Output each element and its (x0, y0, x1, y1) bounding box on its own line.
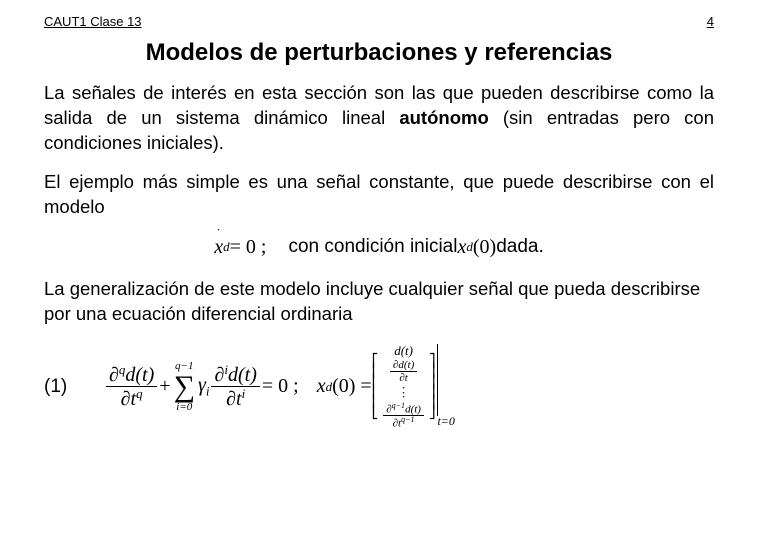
paragraph-3: La generalización de este modelo incluye… (44, 277, 714, 327)
sigma-icon: ∑ (174, 372, 195, 402)
eq1-body: ˙ x d = 0 ; con condición inicial xd(0) … (214, 236, 544, 259)
equation-1: ˙ x d = 0 ; con condición inicial xd(0) … (44, 236, 714, 259)
bracket-right-icon: ⎤⎥⎥⎥⎥⎦ (429, 356, 436, 417)
eq2-xd0-arg: (0) = (332, 375, 372, 398)
eq2-body: ∂qd(t) ∂tq + q−1 ∑ i=0 γi ∂id(t) (104, 343, 455, 431)
vec-e2-num: ∂d(t) (390, 359, 417, 371)
paragraph-1: La señales de interés en esta sección so… (44, 81, 714, 156)
sum-bot: i=0 (176, 402, 192, 413)
page-header: CAUT1 Clase 13 4 (44, 14, 714, 31)
vec-e4: ∂q−1d(t) ∂tq−1 (383, 402, 424, 430)
eq2-f1d-a: ∂t (121, 388, 136, 410)
eq2-gamma-sub: i (206, 383, 210, 398)
eq2-eq0: = 0 ; (262, 375, 299, 398)
vdots-icon: ··· (401, 386, 405, 400)
eq2-f2d-a: ∂t (226, 388, 241, 410)
eq2-f2n-a: ∂ (214, 364, 224, 386)
eq1-eq0: = 0 ; (230, 236, 267, 259)
vector-entries: d(t) ∂d(t) ∂t ··· ∂q−1d(t) (378, 343, 429, 431)
eq2-f1n-b: d(t) (125, 364, 154, 386)
page-title: Modelos de perturbaciones y referencias (44, 39, 714, 67)
eq2-f1n-a: ∂ (109, 364, 119, 386)
vec-e4-nb: d(t) (405, 403, 421, 415)
header-right: 4 (707, 14, 714, 29)
equation-2: (1) ∂qd(t) ∂tq + q−1 ∑ i=0 γi (44, 343, 714, 431)
vertical-bar-icon (437, 344, 438, 416)
eq1-xd0-arg: (0) (473, 236, 496, 259)
sum-operator: q−1 ∑ i=0 (174, 361, 195, 413)
paragraph-2: El ejemplo más simple es una señal const… (44, 170, 714, 220)
vec-e4-ne: q−1 (392, 401, 405, 410)
eval-bar: t=0 (437, 344, 454, 429)
eq2-gamma: γ (198, 374, 206, 396)
dot-accent: ˙ (216, 227, 221, 243)
column-vector: ⎡⎢⎢⎢⎢⎣ d(t) ∂d(t) ∂t ··· (372, 343, 455, 431)
eq2-f2n-b: d(t) (228, 364, 257, 386)
eq2-label: (1) (44, 376, 104, 398)
eq1-dada: dada. (496, 236, 544, 258)
vec-e1: d(t) (394, 344, 413, 357)
eq1-cond: con condición inicial (288, 236, 457, 258)
eq2-f1d-q: q (136, 386, 143, 401)
eval-label: t=0 (437, 414, 454, 429)
eq2-f2d-i: i (242, 386, 246, 401)
header-left: CAUT1 Clase 13 (44, 14, 142, 29)
vec-e4-de: q−1 (401, 415, 414, 424)
p1-b: autónomo (399, 107, 488, 128)
eq2-plus: + (159, 375, 170, 398)
eq2-frac1: ∂qd(t) ∂tq (106, 363, 157, 410)
eq2-xd0: x (317, 375, 326, 398)
eq2-frac2: ∂id(t) ∂ti (211, 363, 259, 410)
eq1-xd0: x (457, 236, 466, 259)
vec-e4-da: ∂t (393, 417, 402, 429)
page: CAUT1 Clase 13 4 Modelos de perturbacion… (0, 0, 758, 431)
